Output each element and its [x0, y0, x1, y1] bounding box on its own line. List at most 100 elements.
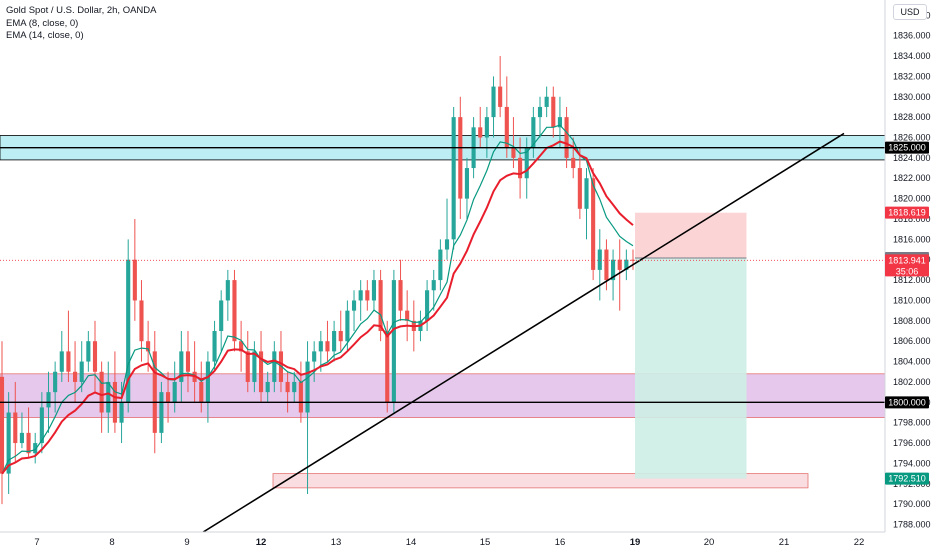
- candle-body: [577, 168, 582, 209]
- candle-body: [26, 432, 31, 454]
- candle-body: [165, 392, 171, 403]
- candle-body: [531, 117, 536, 148]
- price-tick-label: 1798.000: [893, 418, 931, 428]
- date-tick-label: 14: [406, 537, 417, 548]
- candle-body: [378, 280, 383, 332]
- currency-button[interactable]: USD: [893, 4, 927, 20]
- ema14-line: [1, 140, 634, 475]
- candle-body: [312, 351, 317, 362]
- candle-body: [92, 341, 98, 372]
- candle-body: [0, 376, 5, 474]
- candle-body: [458, 117, 463, 199]
- candle-body: [73, 371, 78, 382]
- candle-body: [571, 157, 576, 169]
- candle-body: [205, 361, 210, 403]
- price-tick-label: 1836.000: [893, 31, 931, 41]
- candle-body: [258, 351, 264, 393]
- candle-body: [624, 259, 629, 270]
- candle-body: [179, 351, 184, 382]
- candle-body: [39, 407, 44, 444]
- price-tick-label: 1796.000: [893, 438, 931, 448]
- candle-body: [338, 331, 343, 342]
- date-tick-label: 7: [34, 537, 39, 548]
- candle-body: [464, 168, 470, 199]
- candle-body: [491, 86, 496, 118]
- candle-body: [132, 259, 137, 301]
- candle-body: [265, 381, 270, 393]
- price-tick-label: 1828.000: [893, 112, 931, 122]
- legend-symbol-title[interactable]: Gold Spot / U.S. Dollar, 2h, OANDA: [6, 5, 157, 16]
- candle-body: [371, 280, 377, 301]
- candle-body: [385, 331, 390, 403]
- price-tick-label: 1794.000: [893, 458, 931, 468]
- price-tick-label: 1834.000: [893, 51, 931, 61]
- price-tick-label: 1818.000: [893, 214, 931, 224]
- candle-body: [86, 341, 91, 362]
- time-axis-bg: [0, 532, 932, 550]
- candle-body: [504, 106, 509, 148]
- candle-body: [212, 331, 217, 362]
- candle-body: [159, 392, 164, 433]
- zone-support: [0, 373, 886, 418]
- legend-ema8[interactable]: EMA (8, close, 0): [6, 17, 79, 29]
- date-tick-label: 12: [256, 537, 267, 548]
- candle-body: [557, 117, 562, 128]
- candle-body: [232, 280, 237, 342]
- lines-layer: [0, 132, 885, 541]
- price-tick-label: 1790.000: [893, 499, 931, 509]
- candle-body: [405, 310, 410, 321]
- date-tick-label: 22: [854, 537, 865, 548]
- candle-body: [524, 147, 529, 179]
- candle-body: [13, 412, 18, 444]
- candle-body: [391, 280, 396, 403]
- candle-body: [245, 351, 250, 382]
- candle-body: [119, 402, 124, 423]
- price-label-text: 1800.000: [888, 397, 926, 407]
- price-label-text: 1813.941: [888, 255, 926, 265]
- candle-body: [172, 381, 177, 403]
- candle-body: [604, 249, 609, 281]
- candle-body: [46, 392, 51, 408]
- candle-body: [252, 351, 257, 382]
- candle-body: [617, 259, 622, 270]
- candle-body: [451, 117, 456, 240]
- price-tick-label: 1816.000: [893, 234, 931, 244]
- candle-body: [398, 280, 403, 311]
- time-axis[interactable]: 7 8 9 12 13 14 15 16 19 20 21 22: [0, 531, 932, 550]
- candle-body: [591, 178, 596, 270]
- price-tick-label: 1826.000: [893, 133, 931, 143]
- candle-body: [551, 96, 556, 128]
- candle-body: [185, 351, 191, 372]
- price-tick-label: 1830.000: [893, 92, 931, 102]
- candle-body: [478, 127, 483, 138]
- candle-body: [444, 239, 450, 250]
- price-tick-label: 1820.000: [893, 194, 931, 204]
- ema-layer: [1, 124, 634, 475]
- candle-body: [152, 351, 157, 433]
- candle-body: [99, 371, 104, 413]
- candle-body: [272, 351, 277, 382]
- price-tick-label: 1802.000: [893, 377, 931, 387]
- candle-body: [305, 361, 310, 413]
- ema8-line: [1, 124, 634, 474]
- candle-body: [298, 381, 303, 413]
- candle-body: [219, 300, 224, 332]
- trendline: [190, 132, 845, 541]
- price-tick-label: 1808.000: [893, 316, 931, 326]
- legend-ema14[interactable]: EMA (14, close, 0): [6, 30, 84, 41]
- candle-body: [438, 249, 443, 281]
- price-label-bg: [885, 396, 929, 409]
- candle-body: [146, 341, 151, 352]
- date-tick-label: 20: [704, 537, 715, 548]
- candle-body: [225, 280, 230, 301]
- price-label-text: 1792.510: [888, 474, 926, 484]
- candle-body: [544, 96, 549, 107]
- price-tick-label: 1824.000: [893, 153, 931, 163]
- price-label-text: 1825.000: [888, 143, 926, 153]
- price-label-text: 1818.619: [888, 208, 926, 218]
- price-label-bg: [885, 254, 929, 277]
- stop-zone: [635, 212, 747, 258]
- candle-body: [239, 341, 244, 352]
- price-tick-label: 1812.000: [893, 275, 931, 285]
